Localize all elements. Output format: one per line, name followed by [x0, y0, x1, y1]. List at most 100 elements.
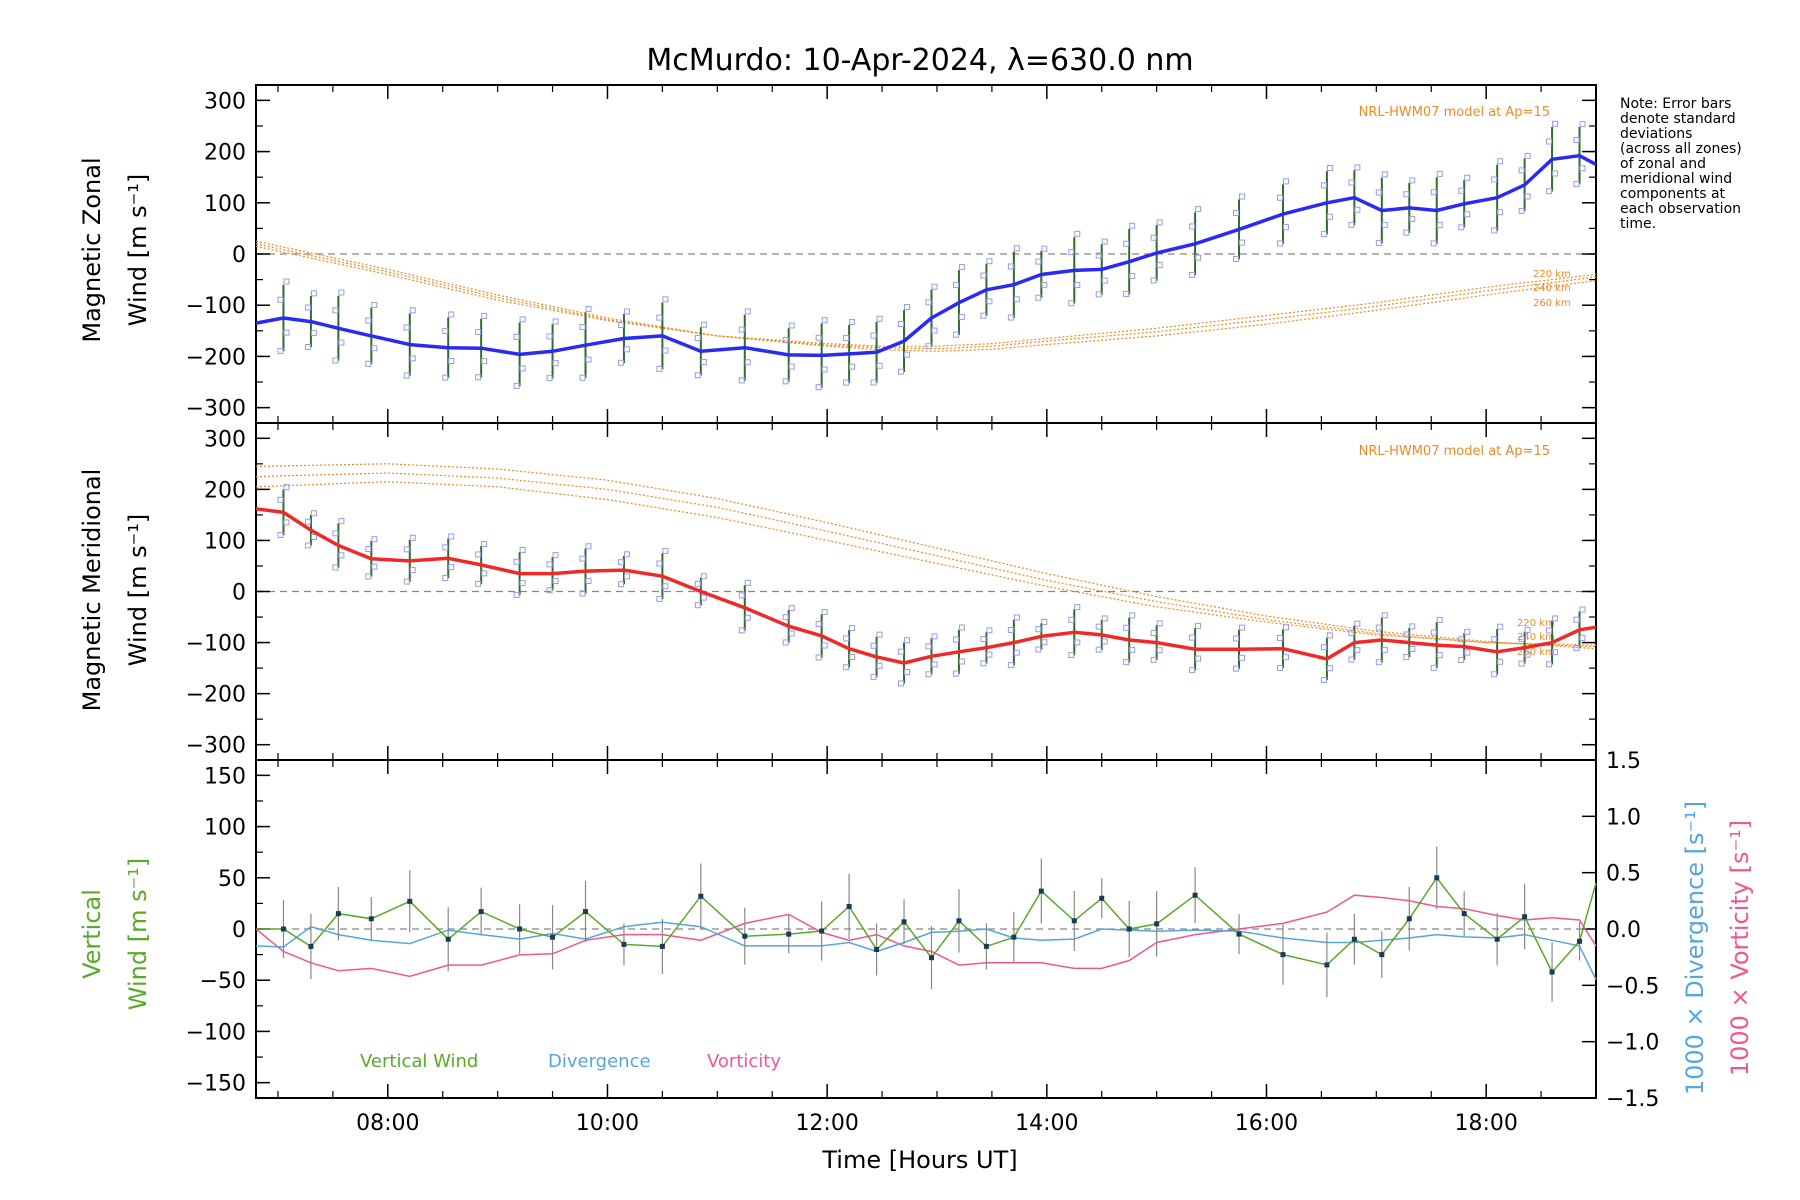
zone-point	[662, 547, 669, 554]
zone-point	[1573, 645, 1580, 652]
vertical-wind-point	[1522, 914, 1528, 920]
x-tick-label: 18:00	[1454, 1111, 1517, 1136]
zone-point	[1129, 222, 1136, 229]
zone-point	[952, 331, 959, 338]
zone-point	[898, 648, 905, 655]
zone-point	[1436, 222, 1443, 229]
y2-tick-label: −1.0	[1606, 1031, 1659, 1056]
legend-vertical-wind: Vertical Wind	[360, 1051, 478, 1072]
zone-point	[1123, 624, 1130, 631]
zone-point	[843, 334, 850, 341]
y-tick-label: −150	[186, 1072, 246, 1097]
zone-point	[1150, 656, 1157, 663]
zone-point	[1233, 665, 1240, 672]
zone-point	[1129, 646, 1136, 653]
zone-point	[870, 673, 877, 680]
zone-point	[579, 590, 586, 597]
vertical-wind-point	[1494, 936, 1500, 942]
zone-point	[782, 337, 789, 344]
zone-point	[744, 359, 751, 366]
zone-point	[1068, 616, 1075, 623]
zone-point	[1348, 656, 1355, 663]
zone-point	[1320, 644, 1327, 651]
zone-point	[304, 542, 311, 549]
zone-point	[475, 551, 482, 558]
zone-point	[1239, 624, 1246, 631]
vertical-wind-point	[698, 893, 704, 899]
zone-point	[1524, 152, 1531, 159]
zone-point	[700, 573, 707, 580]
vertical-wind-point	[1577, 938, 1583, 944]
zone-point	[1491, 671, 1498, 678]
y-tick-label: 0	[232, 581, 246, 606]
zone-point	[1239, 654, 1246, 661]
zone-point	[952, 281, 959, 288]
zone-point	[1189, 271, 1196, 278]
vertical-wind-point	[846, 903, 852, 909]
zone-point	[1497, 158, 1504, 165]
zone-point	[1095, 291, 1102, 298]
zone-point	[1381, 612, 1388, 619]
vertical-wind-point	[956, 918, 962, 924]
vertical-wind-point	[1406, 916, 1412, 922]
zone-point	[1068, 249, 1075, 256]
zone-point	[1326, 665, 1333, 672]
zone-point	[475, 374, 482, 381]
zone-point	[1348, 221, 1355, 228]
zone-point	[1497, 658, 1504, 665]
zone-point	[986, 627, 993, 634]
vertical-wind-point	[1011, 934, 1017, 940]
zone-point	[1129, 273, 1136, 280]
zone-point	[310, 510, 317, 517]
zone-point	[1189, 634, 1196, 641]
divergence-ylabel: 1000 × Divergence [s⁻¹]	[1681, 801, 1709, 1095]
x-tick-label: 14:00	[1015, 1111, 1078, 1136]
zone-point	[898, 368, 905, 375]
y-tick-label: −300	[186, 734, 246, 759]
model-curve-220km	[255, 481, 1597, 646]
zone-point	[1552, 120, 1559, 127]
zone-point	[1101, 638, 1108, 645]
zone-point	[481, 358, 488, 365]
zone-point	[958, 264, 965, 271]
zone-point	[694, 372, 701, 379]
zone-point	[310, 533, 317, 540]
zone-point	[986, 651, 993, 658]
y-tick-label: −100	[186, 294, 246, 319]
zone-point	[1239, 193, 1246, 200]
zone-point	[700, 321, 707, 328]
zone-point	[1436, 652, 1443, 659]
zone-point	[694, 580, 701, 587]
note-line: each observation	[1620, 201, 1741, 217]
zone-point	[1546, 627, 1553, 634]
zone-point	[1458, 656, 1465, 663]
vertical-wind-point	[901, 919, 907, 925]
zone-point	[1403, 191, 1410, 198]
zone-point	[782, 378, 789, 385]
zone-point	[1013, 614, 1020, 621]
zone-point	[821, 609, 828, 616]
zone-point	[481, 540, 488, 547]
vertical-wind-point	[1461, 911, 1467, 917]
y-tick-label: 0	[232, 243, 246, 268]
zone-point	[1233, 209, 1240, 216]
zone-point	[409, 567, 416, 574]
y2-tick-label: 0.0	[1606, 918, 1641, 943]
zone-point	[1348, 179, 1355, 186]
model-curve-260km	[255, 463, 1597, 650]
zone-point	[1579, 121, 1586, 128]
zone-point	[623, 346, 630, 353]
zone-point	[904, 351, 911, 358]
zone-point	[876, 362, 883, 369]
zone-point	[1068, 652, 1075, 659]
zone-point	[546, 561, 553, 568]
zone-point	[546, 333, 553, 340]
zone-point	[904, 669, 911, 676]
zone-point	[332, 564, 339, 571]
zone-point	[1233, 635, 1240, 642]
zone-point	[849, 318, 856, 325]
zone-point	[656, 314, 663, 321]
zone-point	[1013, 296, 1020, 303]
zone-point	[1518, 660, 1525, 667]
zone-point	[1320, 677, 1327, 684]
